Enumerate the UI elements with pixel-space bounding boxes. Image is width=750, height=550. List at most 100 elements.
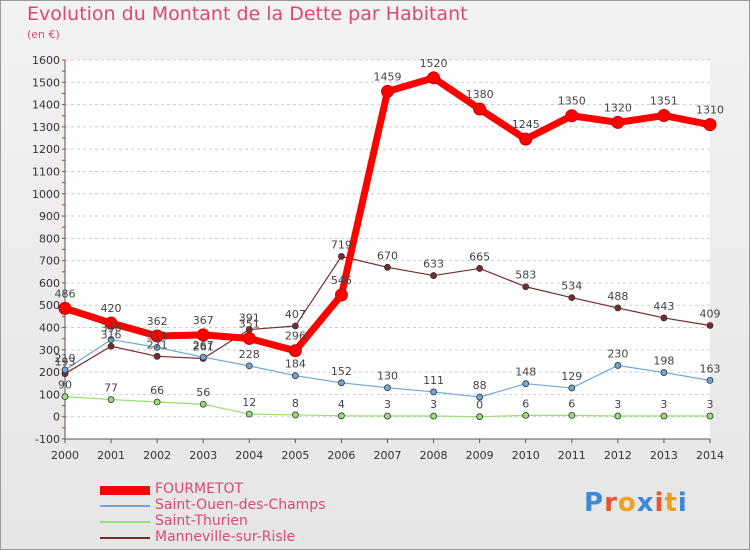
chart-subtitle: (en €): [27, 28, 60, 41]
data-point: [196, 328, 210, 342]
data-label: 1310: [696, 104, 724, 117]
data-point: [104, 316, 118, 330]
data-point: [522, 380, 530, 388]
data-point: [706, 412, 714, 420]
logo-letter: t: [664, 488, 678, 518]
data-point: [614, 412, 622, 420]
data-label: 1350: [558, 95, 586, 108]
data-label: 271: [147, 338, 168, 351]
data-point: [61, 366, 69, 374]
data-point: [199, 400, 207, 408]
x-tick-label: 2009: [466, 449, 494, 462]
data-point: [476, 413, 484, 421]
data-point: [430, 272, 437, 279]
logo-letter: i: [677, 488, 688, 518]
x-tick-label: 2012: [604, 449, 632, 462]
data-label: 4: [338, 398, 345, 411]
y-tick-label: 1100: [32, 165, 60, 178]
data-point: [384, 384, 391, 392]
data-point: [430, 388, 437, 396]
y-tick-label: -100: [35, 433, 60, 446]
y-tick-label: 800: [39, 232, 60, 245]
data-label: 111: [423, 374, 444, 387]
x-tick-label: 2010: [512, 449, 540, 462]
logo-letter: P: [584, 488, 605, 518]
data-label: 230: [607, 347, 628, 360]
data-point: [245, 362, 253, 370]
data-label: 407: [285, 308, 306, 321]
data-label: 583: [515, 269, 536, 282]
data-label: 3: [430, 398, 437, 411]
legend-swatch: [100, 505, 150, 507]
data-point: [476, 265, 484, 272]
data-point: [565, 109, 579, 123]
data-label: 90: [58, 379, 72, 392]
y-tick-label: 1500: [32, 76, 60, 89]
data-label: 546: [331, 274, 352, 287]
chart-title: Evolution du Montant de la Dette par Hab…: [27, 3, 468, 25]
data-label: 391: [239, 312, 260, 325]
data-label: 719: [331, 238, 352, 251]
data-label: 152: [331, 365, 352, 378]
x-tick-label: 2007: [374, 449, 402, 462]
data-point: [611, 115, 625, 129]
data-label: 8: [292, 397, 299, 410]
y-tick-label: 100: [39, 388, 60, 401]
data-label: 184: [285, 358, 306, 371]
data-label: 88: [473, 379, 487, 392]
data-label: 420: [101, 302, 122, 315]
data-point: [519, 132, 533, 146]
data-label: 130: [377, 370, 398, 383]
data-label: 66: [150, 384, 164, 397]
data-label: 633: [423, 258, 444, 271]
data-label: 362: [147, 315, 168, 328]
y-tick-label: 700: [39, 255, 60, 268]
data-label: 228: [239, 348, 260, 361]
data-label: 3: [660, 398, 667, 411]
data-point: [199, 353, 207, 361]
data-label: 6: [568, 397, 575, 410]
data-label: 148: [515, 366, 536, 379]
data-point: [476, 393, 484, 401]
data-point: [384, 263, 391, 271]
data-point: [522, 411, 530, 419]
data-label: 351: [239, 317, 260, 330]
y-tick-label: 0: [53, 411, 60, 424]
x-tick-label: 2014: [696, 449, 724, 462]
legend-swatch: [100, 537, 150, 539]
y-tick-label: 1300: [32, 121, 60, 134]
data-label: 367: [193, 314, 214, 327]
data-point: [473, 102, 487, 116]
data-label: 486: [55, 287, 76, 300]
data-label: 1380: [466, 88, 494, 101]
data-label: 3: [384, 398, 391, 411]
data-label: 0: [476, 399, 483, 412]
data-label: 3: [707, 398, 714, 411]
data-point: [703, 118, 717, 132]
x-tick-label: 2008: [420, 449, 448, 462]
data-label: 193: [55, 356, 76, 369]
data-label: 267: [193, 339, 214, 352]
data-label: 311: [147, 329, 168, 342]
data-point: [153, 343, 161, 351]
data-label: 12: [242, 396, 256, 409]
data-label: 443: [653, 300, 674, 313]
data-label: 1459: [374, 70, 402, 83]
y-tick-label: 300: [39, 344, 60, 357]
data-label: 261: [193, 341, 214, 354]
data-point: [153, 352, 161, 360]
data-point: [291, 322, 299, 330]
data-label: 3: [614, 398, 621, 411]
x-tick-label: 2005: [281, 449, 309, 462]
data-label: 316: [101, 328, 122, 341]
data-point: [522, 283, 530, 291]
data-point: [614, 362, 622, 369]
data-point: [291, 411, 299, 419]
data-point: [660, 314, 668, 322]
data-point: [58, 301, 72, 315]
x-tick-label: 2006: [327, 449, 355, 462]
data-point: [427, 71, 441, 85]
data-point: [150, 329, 164, 343]
data-label: 296: [285, 330, 306, 343]
x-tick-label: 2004: [235, 449, 263, 462]
